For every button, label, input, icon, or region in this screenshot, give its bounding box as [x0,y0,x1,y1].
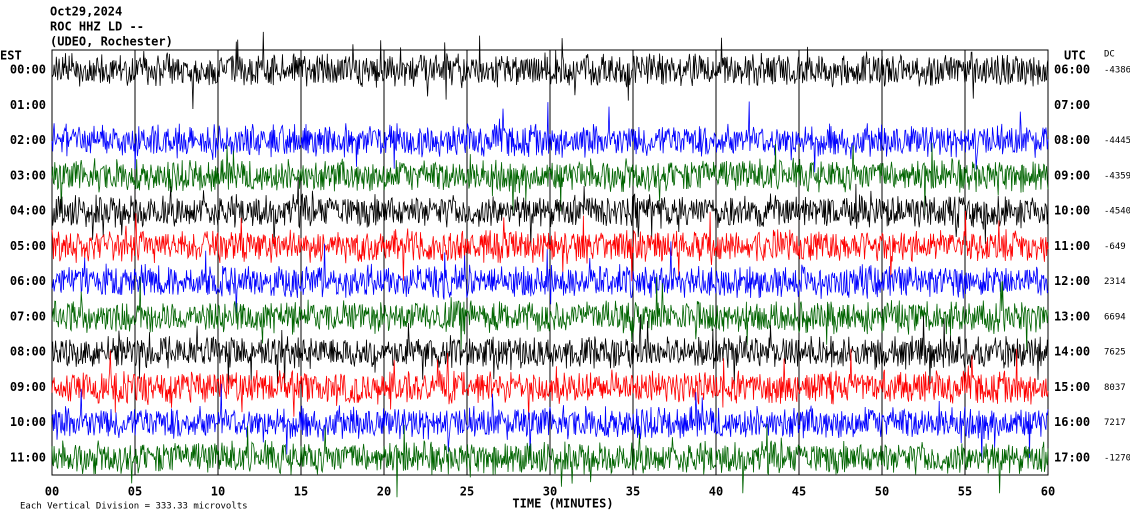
trace [51,241,1049,314]
trace [51,210,1049,282]
est-label: 10:00 [10,415,46,429]
x-axis-label: TIME (MINUTES) [512,497,613,511]
dc-label: -4445 [1104,136,1130,146]
x-tick-label: 60 [1041,485,1055,499]
trace [51,276,1049,352]
x-tick-label: 20 [377,485,391,499]
dc-label: -4540 [1104,207,1130,217]
x-tick-label: 55 [958,485,972,499]
dc-label: -12706 [1104,453,1130,463]
est-label: 09:00 [10,380,46,394]
est-label: 00:00 [10,63,46,77]
trace [51,142,1049,216]
trace [51,348,1049,420]
x-tick-label: 30 [543,485,557,499]
right-axis-label: UTC [1064,49,1086,63]
est-label: 01:00 [10,98,46,112]
dc-label: 2314 [1104,277,1126,287]
trace [51,423,1049,498]
est-label: 04:00 [10,204,46,218]
utc-label: 14:00 [1054,345,1090,359]
utc-label: 10:00 [1054,204,1090,218]
dc-label: -4386 [1104,66,1130,76]
x-tick-label: 45 [792,485,806,499]
dc-label: 7625 [1104,348,1126,358]
dc-label: -649 [1104,242,1126,252]
dc-label: 6694 [1104,312,1126,322]
est-label: 06:00 [10,274,46,288]
dc-label: 7217 [1104,418,1126,428]
utc-label: 08:00 [1054,133,1090,147]
est-label: 11:00 [10,450,46,464]
utc-label: 13:00 [1054,309,1090,323]
est-label: 08:00 [10,345,46,359]
x-tick-label: 25 [460,485,474,499]
utc-label: 06:00 [1054,63,1090,77]
dc-label: DC [1104,50,1115,60]
dc-label: -4359 [1104,171,1130,181]
est-label: 07:00 [10,309,46,323]
trace [51,314,1049,392]
title: Oct29,2024 [50,5,122,19]
trace [51,101,1049,173]
utc-label: 11:00 [1054,239,1090,253]
x-tick-label: 35 [626,485,640,499]
est-label: 03:00 [10,168,46,182]
station: (UDEO, Rochester) [50,35,173,49]
est-label: 05:00 [10,239,46,253]
utc-label: 16:00 [1054,415,1090,429]
est-label: 02:00 [10,133,46,147]
trace [51,31,1049,110]
utc-label: 12:00 [1054,274,1090,288]
x-tick-label: 00 [45,485,59,499]
x-tick-label: 40 [709,485,723,499]
trace [51,176,1049,247]
x-tick-label: 15 [294,485,308,499]
x-tick-label: 10 [211,485,225,499]
utc-label: 07:00 [1054,98,1090,112]
dc-label: 8037 [1104,383,1126,393]
x-tick-label: 50 [875,485,889,499]
utc-label: 17:00 [1054,450,1090,464]
scale-note: Each Vertical Division = 333.33 microvol… [20,502,248,512]
subtitle: ROC HHZ LD -- [50,20,144,34]
trace [51,383,1049,463]
x-tick-label: 05 [128,485,142,499]
left-axis-label: EST [0,49,22,63]
utc-label: 09:00 [1054,168,1090,182]
utc-label: 15:00 [1054,380,1090,394]
